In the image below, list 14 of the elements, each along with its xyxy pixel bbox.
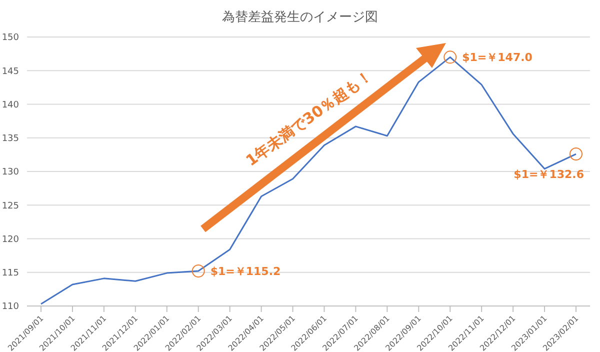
y-tick-label: 125 (2, 201, 19, 212)
y-tick-label: 140 (2, 100, 20, 110)
chart-title: 為替差益発生のイメージ図 (221, 9, 379, 26)
y-tick-label: 150 (2, 33, 20, 44)
annotation: 1年未満で30％超も！ (242, 66, 376, 170)
y-tick-label: 110 (2, 302, 20, 312)
annotation: $1=￥115.2 (210, 265, 281, 278)
annotation: $1=￥147.0 (462, 51, 533, 64)
annotation: $1=￥132.6 (514, 168, 584, 182)
y-tick-label: 145 (2, 66, 19, 77)
y-tick-label: 115 (2, 268, 19, 279)
y-tick-label: 130 (2, 168, 20, 178)
y-tick-label: 120 (2, 234, 20, 245)
y-tick-label: 135 (2, 134, 19, 144)
